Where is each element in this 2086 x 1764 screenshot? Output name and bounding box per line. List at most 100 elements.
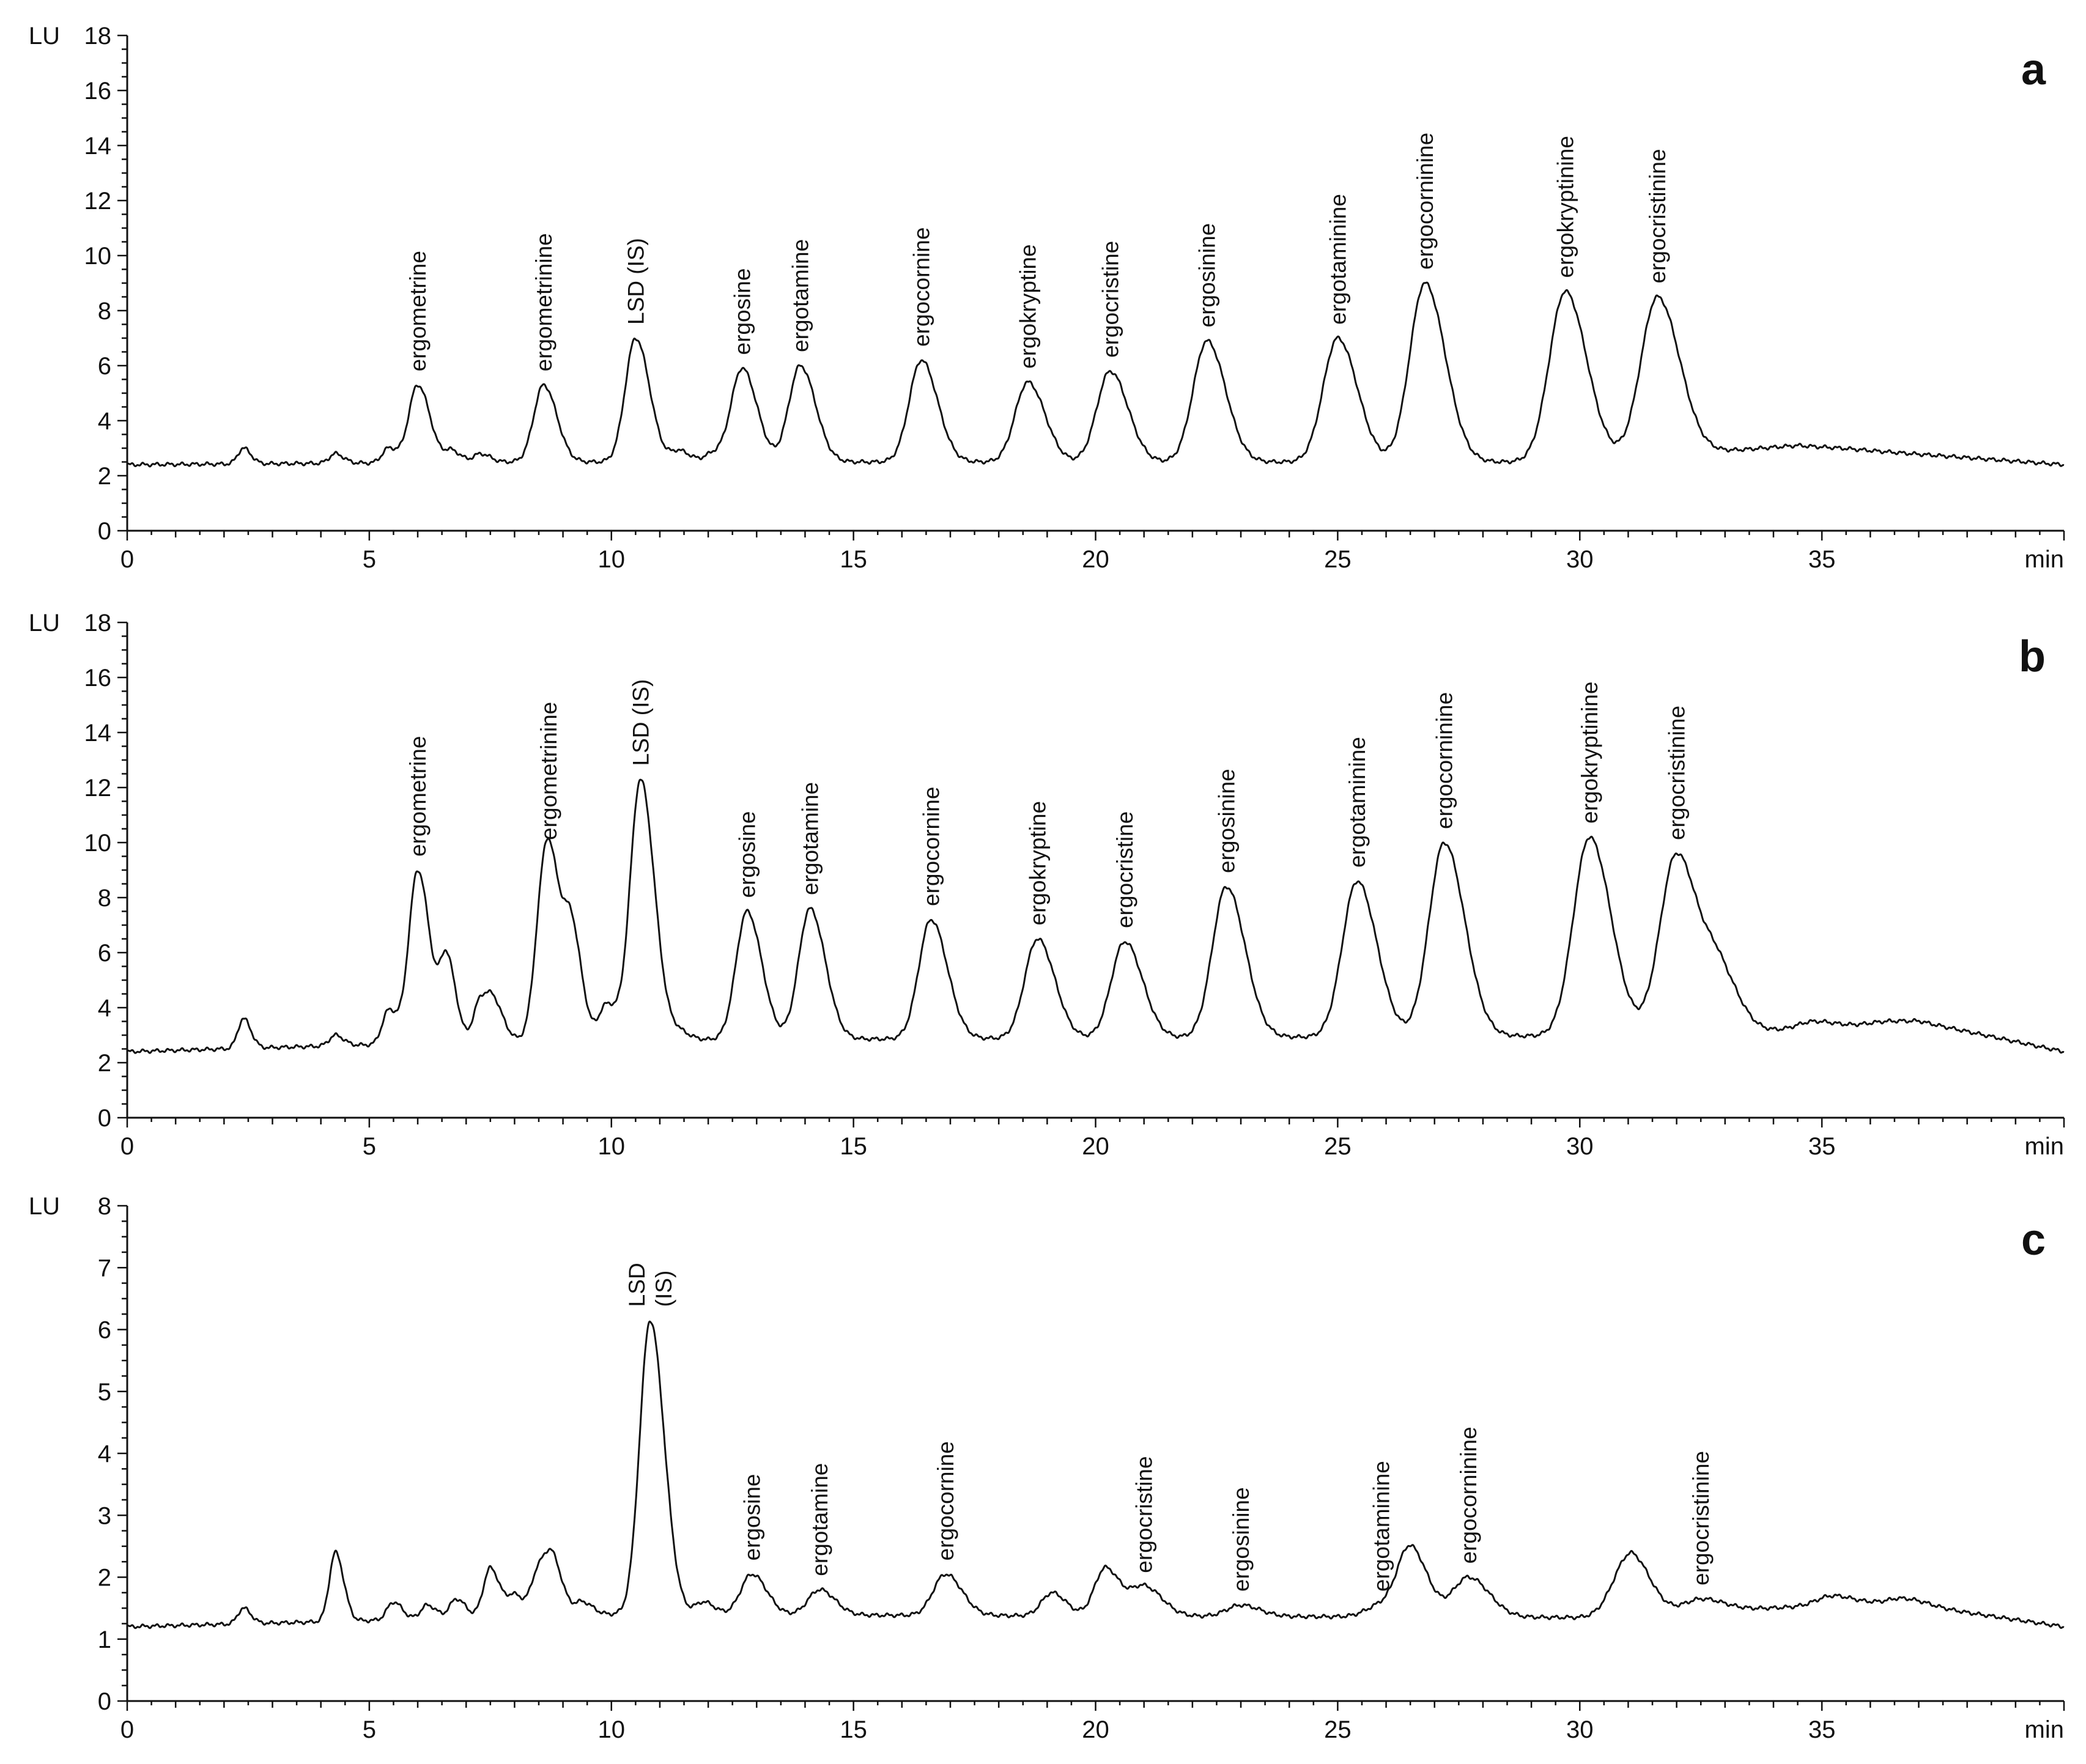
- chromatogram-panel-a: 0 2 4 6 8 10 12 14 16 18 0 5 10 15 20 25 30 35 LU min a ergom…: [29, 23, 2065, 573]
- peak-label: ergocornine: [919, 787, 944, 906]
- y-tick-label: 0: [98, 1105, 111, 1132]
- y-tick-label: 2: [98, 1050, 111, 1077]
- chromatogram-trace: [127, 778, 2065, 1054]
- y-tick-label: 14: [84, 720, 112, 747]
- x-tick-label: 15: [840, 1716, 867, 1743]
- peak-label: ergosine: [739, 1474, 764, 1561]
- x-tick-label: 0: [120, 546, 134, 573]
- peak-label: ergotaminine: [1325, 194, 1350, 325]
- y-tick-label: 0: [98, 1688, 111, 1715]
- x-tick-label: 0: [120, 1716, 134, 1743]
- peak-label: LSD (IS): [628, 679, 653, 766]
- x-axis-unit: min: [2025, 1716, 2064, 1743]
- x-tick-label: 20: [1082, 1716, 1109, 1743]
- peak-label: ergotaminine: [1369, 1461, 1394, 1592]
- y-tick-label: 2: [98, 463, 111, 490]
- y-tick-label: 1: [98, 1626, 111, 1653]
- y-axis-unit: LU: [29, 23, 60, 50]
- y-axis-unit: LU: [29, 610, 60, 637]
- peak-label: ergosinine: [1214, 769, 1239, 873]
- y-tick-label: 14: [84, 133, 112, 160]
- x-tick-label: 25: [1324, 546, 1352, 573]
- x-tick-label: 35: [1808, 1133, 1836, 1160]
- peak-label: ergometrinine: [531, 233, 557, 371]
- x-tick-label: 10: [598, 1716, 626, 1743]
- panel-letter: b: [2019, 632, 2046, 681]
- x-axis-unit: min: [2025, 1133, 2064, 1160]
- y-tick-label: 6: [98, 353, 111, 380]
- y-tick-label: 7: [98, 1255, 111, 1282]
- y-tick-label: 6: [98, 940, 111, 967]
- y-tick-label: 2: [98, 1565, 111, 1592]
- peak-label: ergokryptinine: [1553, 136, 1578, 278]
- chromatogram-trace: [127, 281, 2065, 468]
- y-tick-label: 12: [84, 775, 112, 802]
- peak-label: ergocornine: [909, 227, 934, 347]
- x-tick-label: 10: [598, 1133, 626, 1160]
- y-tick-label: 8: [98, 1193, 111, 1220]
- peak-label: LSD (IS): [623, 238, 648, 325]
- peak-label: ergocristinine: [1645, 149, 1670, 283]
- peak-label: ergocristine: [1112, 811, 1137, 928]
- x-tick-label: 20: [1082, 1133, 1109, 1160]
- peak-label: ergometrine: [405, 736, 431, 857]
- peak-label: ergotamine: [797, 782, 823, 895]
- peak-label: ergocornine: [933, 1441, 958, 1560]
- x-tick-label: 35: [1808, 546, 1836, 573]
- y-tick-label: 8: [98, 885, 111, 912]
- peak-label: LSD(IS): [624, 1263, 676, 1307]
- y-tick-label: 4: [98, 995, 111, 1022]
- x-tick-label: 5: [363, 546, 376, 573]
- peak-label: ergocorninine: [1432, 692, 1457, 829]
- x-tick-label: 10: [598, 546, 626, 573]
- peak-label: ergosine: [734, 811, 760, 898]
- y-tick-label: 12: [84, 188, 112, 215]
- peak-label: ergosinine: [1195, 223, 1220, 328]
- x-tick-label: 0: [120, 1133, 134, 1160]
- x-tick-label: 30: [1566, 546, 1594, 573]
- peak-label: ergocorninine: [1456, 1426, 1481, 1563]
- y-tick-label: 4: [98, 408, 111, 435]
- peak-label: ergotaminine: [1345, 737, 1370, 868]
- y-tick-label: 18: [84, 610, 112, 637]
- panel-letter: a: [2021, 45, 2046, 94]
- x-tick-label: 35: [1808, 1716, 1836, 1743]
- x-tick-label: 20: [1082, 546, 1109, 573]
- y-tick-label: 6: [98, 1317, 111, 1344]
- y-tick-label: 10: [84, 243, 112, 270]
- peak-label: ergotamine: [807, 1463, 832, 1576]
- y-tick-label: 10: [84, 830, 112, 857]
- peak-label: ergokryptine: [1025, 801, 1050, 926]
- y-tick-label: 8: [98, 298, 111, 325]
- chromatogram-panel-b: 0 2 4 6 8 10 12 14 16 18 0 5 10 15 20 25 30 35 LU min b ergom…: [29, 610, 2065, 1160]
- x-tick-label: 15: [840, 1133, 867, 1160]
- x-tick-label: 25: [1324, 1716, 1352, 1743]
- x-tick-label: 30: [1566, 1716, 1594, 1743]
- chromatogram-trace: [127, 1320, 2065, 1629]
- y-tick-label: 0: [98, 518, 111, 545]
- peak-label: ergocristine: [1098, 241, 1123, 358]
- peak-label: ergocristinine: [1688, 1451, 1714, 1585]
- peak-label: ergometrine: [405, 251, 431, 371]
- peak-label: ergokryptine: [1016, 244, 1041, 369]
- peak-label: ergosinine: [1229, 1487, 1254, 1592]
- y-tick-label: 4: [98, 1441, 111, 1467]
- y-tick-label: 18: [84, 23, 112, 50]
- peak-label: ergocorninine: [1413, 133, 1438, 270]
- chromatogram-panel-c: 0 1 2 3 4 5 6 7 8 0 5 10 15 20 25 30 35 LU min c LSD(IS) ergo…: [29, 1193, 2065, 1743]
- peak-label: ergokryptinine: [1577, 682, 1602, 824]
- peak-label: ergocristine: [1132, 1456, 1157, 1573]
- x-tick-label: 30: [1566, 1133, 1594, 1160]
- y-tick-label: 16: [84, 78, 112, 105]
- y-tick-label: 5: [98, 1379, 111, 1406]
- peak-label: ergometrinine: [536, 702, 561, 840]
- y-tick-label: 3: [98, 1502, 111, 1529]
- x-tick-label: 5: [363, 1133, 376, 1160]
- panel-letter: c: [2021, 1216, 2046, 1264]
- x-tick-label: 5: [363, 1716, 376, 1743]
- x-axis-unit: min: [2025, 546, 2064, 573]
- peak-label: ergosine: [730, 268, 755, 355]
- y-axis-unit: LU: [29, 1193, 60, 1220]
- peak-label: ergocristinine: [1665, 706, 1690, 840]
